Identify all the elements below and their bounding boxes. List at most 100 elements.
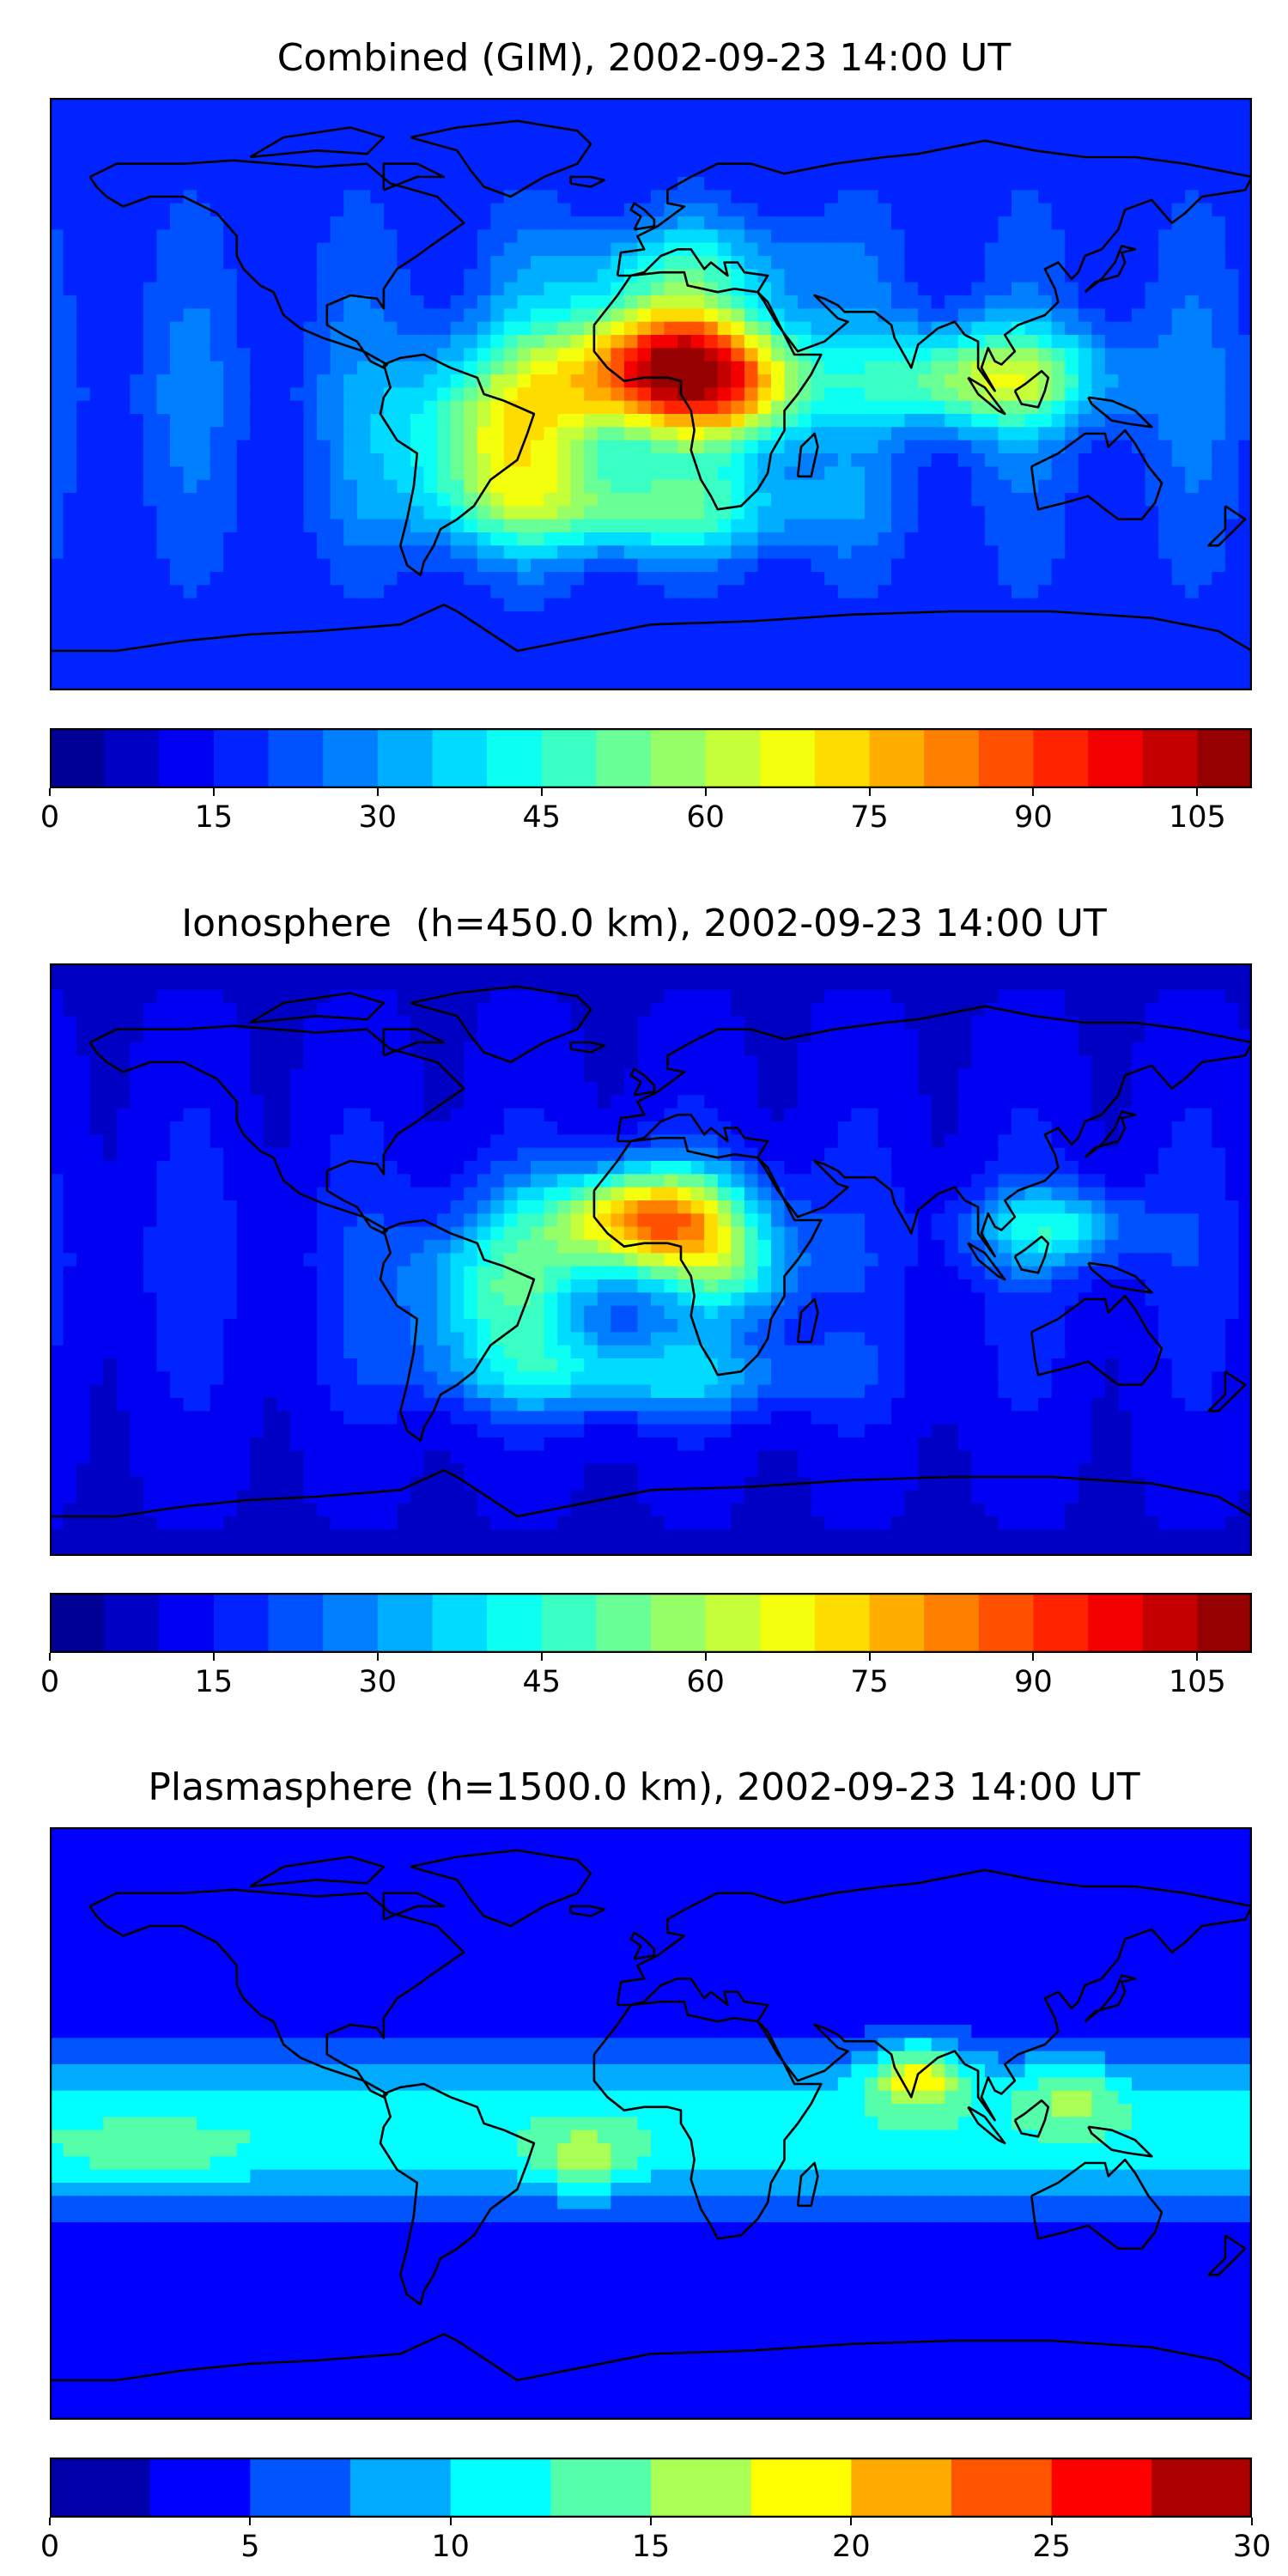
- field-cell: [490, 1068, 505, 1083]
- field-cell: [223, 229, 238, 244]
- field-cell: [531, 335, 545, 349]
- field-cell: [597, 335, 611, 349]
- field-cell: [263, 440, 278, 454]
- field-cell: [290, 229, 305, 244]
- field-cell: [1171, 321, 1186, 336]
- field-cell: [303, 177, 318, 191]
- field-cell: [76, 989, 91, 1004]
- field-cell: [223, 651, 238, 665]
- field-cell: [998, 651, 1012, 665]
- field-cell: [1038, 150, 1053, 165]
- field-cell: [116, 190, 131, 204]
- field-cell: [50, 989, 64, 1004]
- field-cell: [477, 545, 491, 560]
- field-cell: [477, 611, 491, 625]
- field-cell: [984, 963, 999, 977]
- field-cell: [998, 624, 1012, 639]
- field-cell: [490, 479, 505, 494]
- field-cell: [918, 479, 933, 494]
- field-cell: [276, 427, 291, 441]
- field-cell: [771, 216, 786, 230]
- field-cell: [623, 150, 639, 165]
- field-cell: [1038, 664, 1053, 678]
- field-cell: [1012, 453, 1026, 467]
- field-cell: [330, 269, 344, 283]
- field-cell: [1078, 664, 1092, 678]
- field-cell: [878, 637, 892, 652]
- field-cell: [356, 1082, 371, 1096]
- field-cell: [690, 989, 705, 1004]
- field-cell: [651, 177, 665, 191]
- field-cell: [717, 229, 732, 244]
- field-cell: [611, 677, 625, 690]
- field-cell: [717, 479, 732, 494]
- field-cell: [824, 229, 839, 244]
- field-cell: [1198, 558, 1212, 573]
- field-cell: [1051, 976, 1066, 991]
- field-cell: [397, 519, 411, 533]
- field-cell: [1012, 532, 1026, 546]
- field-cell: [477, 989, 491, 1004]
- field-cell: [891, 414, 906, 428]
- field-cell: [584, 1016, 598, 1030]
- field-cell: [1238, 190, 1252, 204]
- field-cell: [130, 466, 144, 481]
- field-cell: [597, 572, 611, 586]
- field-cell: [1171, 387, 1186, 402]
- field-cell: [584, 963, 598, 977]
- field-cell: [303, 1003, 318, 1017]
- field-cell: [837, 124, 852, 138]
- field-cell: [570, 532, 585, 546]
- field-cell: [957, 1029, 972, 1043]
- field-cell: [116, 519, 131, 533]
- field-cell: [183, 282, 197, 296]
- field-cell: [837, 585, 852, 599]
- field-cell: [998, 572, 1012, 586]
- field-cell: [837, 321, 852, 336]
- field-cell: [904, 1003, 919, 1017]
- field-cell: [597, 545, 611, 560]
- field-cell: [450, 348, 465, 362]
- field-cell: [544, 651, 558, 665]
- field-cell: [931, 1055, 945, 1070]
- field-cell: [183, 624, 197, 639]
- field-cell: [290, 242, 305, 257]
- field-cell: [383, 976, 398, 991]
- field-cell: [891, 203, 906, 217]
- field-cell: [223, 963, 238, 977]
- field-cell: [570, 479, 585, 494]
- field-cell: [677, 677, 692, 690]
- field-cell: [517, 624, 532, 639]
- field-cell: [957, 229, 972, 244]
- field-cell: [1132, 269, 1146, 283]
- field-cell: [611, 427, 625, 441]
- field-cell: [1145, 163, 1159, 178]
- field-cell: [343, 308, 358, 323]
- field-cell: [103, 1042, 118, 1056]
- field-cell: [490, 1029, 505, 1043]
- field-cell: [130, 335, 144, 349]
- field-cell: [130, 651, 144, 665]
- field-cell: [170, 335, 185, 349]
- field-cell: [156, 453, 171, 467]
- field-cell: [784, 493, 799, 507]
- field-cell: [1091, 203, 1106, 217]
- field-cell: [263, 598, 278, 612]
- field-cell: [677, 1003, 692, 1017]
- field-cell: [1051, 585, 1066, 599]
- field-cell: [1145, 624, 1159, 639]
- field-cell: [864, 111, 879, 125]
- field-cell: [864, 572, 879, 586]
- field-cell: [290, 216, 305, 230]
- coastline: [616, 139, 1252, 392]
- field-cell: [584, 493, 598, 507]
- field-cell: [143, 664, 158, 678]
- field-cell: [397, 400, 411, 415]
- field-cell: [784, 651, 799, 665]
- field-cell: [1038, 1003, 1053, 1017]
- field-cell: [557, 137, 572, 151]
- field-cell: [864, 466, 879, 481]
- field-cell: [423, 479, 438, 494]
- field-cell: [784, 1042, 799, 1056]
- field-cell: [397, 572, 411, 586]
